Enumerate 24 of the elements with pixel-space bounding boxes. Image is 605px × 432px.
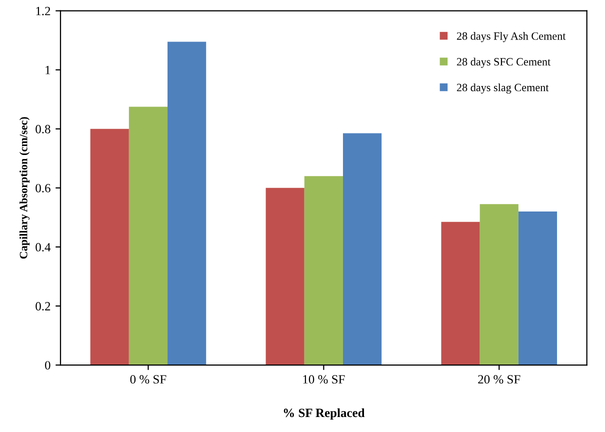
- legend-label: 28 days Fly Ash Cement: [456, 32, 566, 42]
- legend-label: 28 days SFC Cement: [456, 58, 551, 68]
- y-tick-label: 0.8: [36, 124, 50, 134]
- x-axis-title: % SF Replaced: [284, 408, 365, 420]
- bar: [168, 42, 206, 366]
- y-tick-label: 1.2: [36, 6, 50, 16]
- bar: [90, 128, 129, 366]
- bar: [480, 204, 518, 366]
- bar: [128, 106, 168, 366]
- y-axis-title: Capillary Absorption (cm/sec): [19, 117, 30, 259]
- bar: [342, 133, 382, 366]
- x-tick-label: 10 % SF: [303, 375, 345, 384]
- y-tick-label: 1: [46, 66, 50, 74]
- bar: [518, 212, 558, 366]
- y-tick-label: 0.2: [36, 302, 50, 311]
- x-tick-label: 0 % SF: [130, 375, 166, 384]
- bar: [266, 188, 304, 366]
- legend-label: 28 days slag Cement: [456, 83, 549, 94]
- y-tick-label: 0.4: [36, 242, 51, 252]
- bar: [304, 176, 343, 366]
- bar: [441, 222, 480, 366]
- y-tick-label: 0: [45, 361, 50, 370]
- y-tick-label: 0.6: [36, 184, 50, 192]
- x-tick-label: 20 % SF: [478, 375, 520, 384]
